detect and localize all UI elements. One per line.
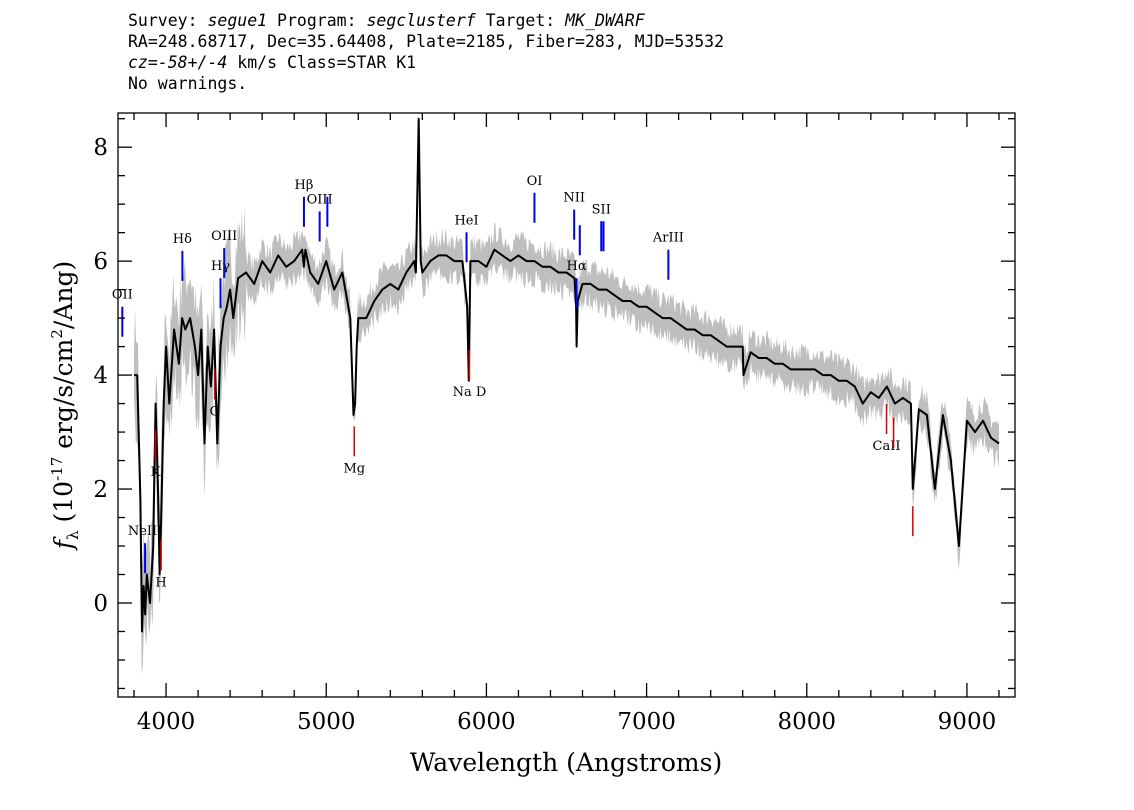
- emission-line-label: Hβ: [295, 178, 314, 193]
- x-tick-label: 9000: [938, 709, 997, 735]
- y-axis-flux-symbol: f: [49, 536, 78, 551]
- emission-line-label: NII: [563, 191, 585, 206]
- target-value: MK_DWARF: [565, 11, 645, 30]
- emission-line-label: SII: [592, 202, 611, 217]
- emission-line-label: ArIII: [652, 231, 684, 246]
- absorption-line-label: G: [210, 404, 220, 419]
- y-axis-units-b: erg/s/cm: [49, 338, 78, 456]
- emission-line-label: OIII: [307, 192, 333, 207]
- y-axis-title: fλ (10-17 erg/s/cm2/Ang): [48, 261, 82, 551]
- program-label: Program:: [277, 11, 357, 30]
- y-axis-exponent-a: -17: [48, 457, 66, 481]
- program-value: segclusterf: [366, 11, 476, 30]
- y-tick-label: 6: [93, 249, 108, 275]
- x-tick-label: 5000: [297, 709, 356, 735]
- spectral-lines-layer: OIINeIIIHδHγOIIIHβOIIIHeIOINIIHαSIIArIII…: [112, 174, 914, 590]
- spectrum-error-band: [134, 109, 999, 674]
- spectrum-header: Survey: segue1 Program: segclusterf Targ…: [128, 10, 724, 94]
- header-line-4: No warnings.: [128, 74, 248, 93]
- y-tick-label: 2: [93, 477, 108, 503]
- header-line-2: RA=248.68717, Dec=35.64408, Plate=2185, …: [128, 32, 725, 51]
- series-layer: [134, 117, 1000, 633]
- y-axis-units-c: /Ang): [49, 261, 78, 329]
- redshift-value: cz=-58+/-4: [128, 53, 228, 72]
- x-tick-label: 6000: [457, 709, 516, 735]
- emission-line-label: Hα: [567, 259, 587, 274]
- axis-ticks-layer: 4000 5000 6000 7000 8000 9000 0 2 4 6 8: [93, 113, 1015, 735]
- class-value: km/s Class=STAR K1: [227, 53, 417, 72]
- header-line-3: cz=-58+/-4 km/s Class=STAR K1: [128, 52, 724, 73]
- absorption-line-label: CaII: [873, 439, 901, 454]
- y-tick-label: 8: [93, 135, 108, 161]
- y-axis-exponent-b: 2: [48, 329, 66, 339]
- absorption-line-label: H: [155, 575, 166, 590]
- absorption-line-label: Mg: [343, 461, 365, 476]
- x-tick-label: 4000: [137, 709, 196, 735]
- header-line-1: Survey: segue1 Program: segclusterf Targ…: [128, 10, 724, 31]
- x-tick-label: 7000: [617, 709, 676, 735]
- emission-line-label: OI: [527, 174, 543, 189]
- emission-line-label: OII: [112, 288, 133, 303]
- x-tick-label: 8000: [777, 709, 836, 735]
- emission-line-label: HeI: [454, 213, 478, 228]
- y-axis-units-a: (10: [49, 481, 78, 531]
- emission-line-label: Hγ: [211, 259, 230, 274]
- survey-label: Survey:: [128, 11, 198, 30]
- absorption-line-label: Na D: [453, 385, 487, 400]
- emission-line-label: NeIII: [128, 524, 162, 539]
- emission-line-label: OIII: [211, 229, 237, 244]
- x-axis-title: Wavelength (Angstroms): [410, 748, 722, 777]
- y-axis-lambda-subscript: λ: [64, 530, 82, 540]
- emission-line-label: Hδ: [173, 232, 192, 247]
- target-label: Target:: [485, 11, 556, 30]
- survey-value: segue1: [207, 11, 268, 30]
- absorption-line-label: K: [151, 465, 161, 480]
- spectrum-line: [134, 117, 1000, 633]
- svg-text:fλ (10-17 erg/s/cm2/Ang): fλ (10-17 erg/s/cm2/Ang): [48, 261, 82, 551]
- error-band-layer: [134, 109, 999, 674]
- plot-frame: [117, 112, 1016, 698]
- y-tick-label: 0: [93, 591, 108, 617]
- y-tick-label: 4: [93, 363, 108, 389]
